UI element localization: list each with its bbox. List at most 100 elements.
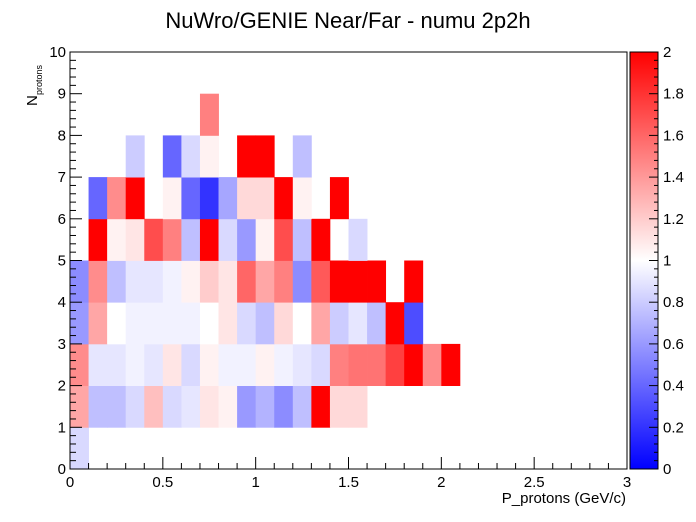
heatmap-cell: [218, 302, 238, 345]
y-tick-label: 2: [58, 378, 66, 395]
y-tick-label: 7: [58, 169, 66, 186]
heatmap-cell: [404, 260, 424, 303]
heatmap-cell: [181, 218, 201, 261]
heatmap-cell: [255, 135, 275, 178]
z-tick-label: 1.4: [663, 169, 684, 186]
heatmap-cell: [162, 385, 182, 428]
y-tick-label: 0: [58, 461, 66, 478]
heatmap-cell: [162, 302, 182, 345]
heatmap-cell: [199, 135, 219, 178]
heatmap-cell: [292, 302, 312, 345]
color-scale-axis: 0 0.2 0.4 0.6 0.8 1 1.2 1.4 1.6 1.8 2: [649, 44, 684, 478]
x-tick-label: 0: [66, 474, 74, 491]
x-tick-label: 1.5: [338, 474, 359, 491]
y-tick-label: 10: [49, 44, 66, 61]
heatmap-cell: [422, 343, 442, 386]
z-tick-label: 0.6: [663, 336, 684, 353]
heatmap-cell: [162, 260, 182, 303]
heatmap-cell: [255, 343, 275, 386]
heatmap-cell: [292, 135, 312, 178]
heatmap-cell: [162, 343, 182, 386]
heatmap-cell: [348, 302, 368, 345]
heatmap-cell: [181, 177, 201, 220]
heatmap-cell: [385, 302, 405, 345]
heatmap-cell: [162, 135, 182, 178]
heatmap-cell: [255, 385, 275, 428]
x-tick-label: 2.5: [524, 474, 545, 491]
heatmap-cell: [348, 343, 368, 386]
heatmap-cell: [274, 385, 294, 428]
heatmap-cell: [237, 218, 257, 261]
heatmap-cell: [181, 385, 201, 428]
heatmap-cell: [311, 385, 331, 428]
heatmap-cell: [107, 177, 127, 220]
heatmap-cell: [218, 385, 238, 428]
heatmap-cell: [311, 343, 331, 386]
y-tick-label: 6: [58, 211, 66, 228]
heatmap-cell: [329, 260, 349, 303]
x-tick-label: 2: [437, 474, 445, 491]
heatmap-cell: [292, 177, 312, 220]
heatmap-cell: [237, 135, 257, 178]
heatmap-cell: [218, 218, 238, 261]
heatmap-cell: [348, 260, 368, 303]
heatmap-cell: [181, 302, 201, 345]
heatmap-cell: [441, 343, 461, 386]
heatmap-cell: [144, 343, 164, 386]
heatmap-cell: [274, 218, 294, 261]
heatmap-cell: [199, 218, 219, 261]
z-tick-label: 1.6: [663, 127, 684, 144]
y-tick-label: 4: [58, 294, 66, 311]
heatmap-cell: [181, 343, 201, 386]
z-tick-label: 0.2: [663, 419, 684, 436]
heatmap-cell: [348, 385, 368, 428]
heatmap-cell: [237, 260, 257, 303]
plot-area: [69, 51, 628, 470]
heatmap-cell: [107, 343, 127, 386]
heatmap-cell: [199, 93, 219, 136]
z-tick-label: 0.8: [663, 294, 684, 311]
heatmap-cell: [107, 260, 127, 303]
x-axis-label: P_protons (GeV/c): [502, 490, 626, 507]
heatmap-cell: [329, 302, 349, 345]
heatmap-cell: [88, 385, 108, 428]
z-tick-label: 1.8: [663, 86, 684, 103]
heatmap-cell: [218, 343, 238, 386]
heatmap-cell: [125, 218, 145, 261]
heatmap-cell: [274, 260, 294, 303]
heatmap-cell: [144, 385, 164, 428]
heatmap-cell: [125, 177, 145, 220]
y-axis-label: N protons: [24, 64, 44, 106]
heatmap-cell: [88, 302, 108, 345]
heatmap-cell: [329, 177, 349, 220]
y-axis-label-subscript: protons: [34, 64, 44, 95]
x-tick-label: 0.5: [152, 474, 173, 491]
heatmap-cell: [107, 385, 127, 428]
heatmap-cell: [107, 218, 127, 261]
heatmap-cell: [144, 260, 164, 303]
heatmap-cell: [199, 302, 219, 345]
heatmap-cell: [181, 260, 201, 303]
heatmap-cell: [329, 343, 349, 386]
heatmap-cell: [274, 343, 294, 386]
heatmap-cell: [367, 343, 387, 386]
heatmap-cell: [88, 260, 108, 303]
heatmap-cell: [255, 302, 275, 345]
heatmap-cell: [311, 218, 331, 261]
heatmap-cell: [88, 177, 108, 220]
heatmap-cell: [199, 385, 219, 428]
y-tick-label: 3: [58, 336, 66, 353]
y-tick-label: 1: [58, 419, 66, 436]
x-tick-label: 1: [251, 474, 259, 491]
heatmap-cell: [70, 427, 89, 470]
y-tick-label: 9: [58, 86, 66, 103]
heatmap-cell: [292, 260, 312, 303]
heatmap-cell: [144, 302, 164, 345]
z-tick-label: 2: [663, 44, 671, 61]
x-tick-label: 3: [623, 474, 631, 491]
heatmap-cell: [88, 218, 108, 261]
heatmap-cell: [311, 302, 331, 345]
chart-title: NuWro/GENIE Near/Far - numu 2p2h: [165, 8, 530, 33]
heatmap-cell: [237, 385, 257, 428]
